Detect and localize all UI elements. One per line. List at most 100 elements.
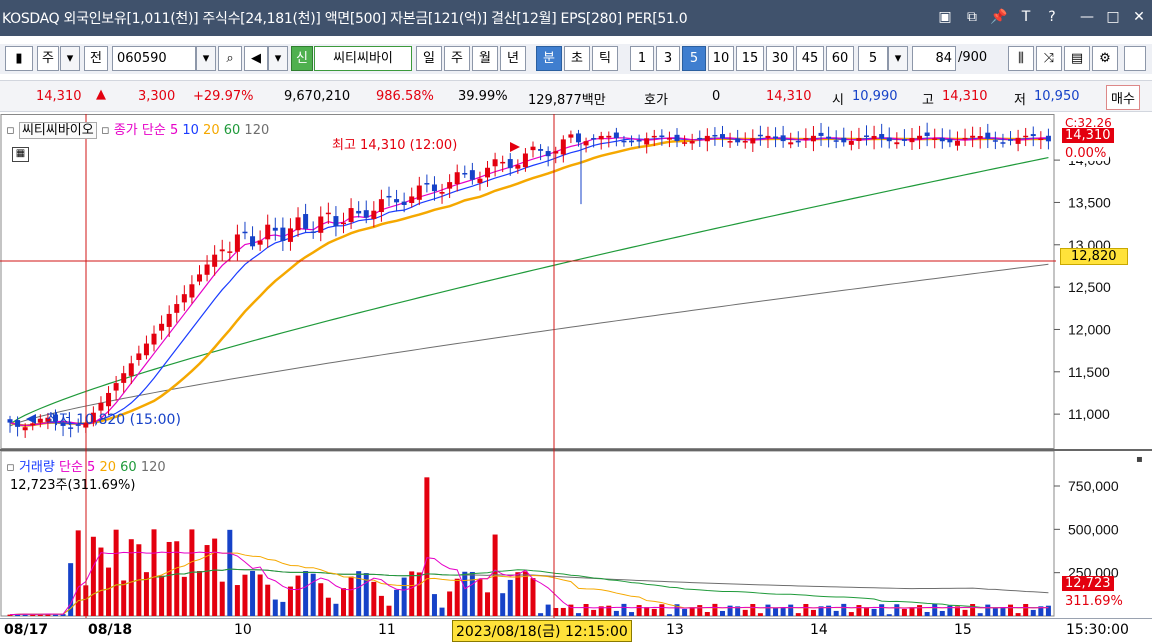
font-icon[interactable]: T: [1021, 9, 1031, 25]
candle-body: [454, 172, 460, 185]
volume-legend: ▫ 거래량 단순 5 20 60 120: [6, 456, 166, 475]
candle-body: [750, 138, 756, 144]
volume-bar: [143, 572, 149, 616]
table-icon[interactable]: ▦: [12, 147, 29, 162]
interval-input[interactable]: 5: [858, 46, 888, 71]
interval-10[interactable]: 10: [708, 46, 734, 71]
window-restore-icon[interactable]: ⧉: [967, 9, 977, 25]
count-input[interactable]: 84: [912, 46, 956, 71]
open-label: 시: [832, 93, 844, 108]
volume-bar: [37, 614, 43, 616]
volume-bar: [121, 580, 127, 616]
volume-bar: [196, 571, 202, 616]
candle-body: [894, 142, 900, 145]
candle-body: [75, 424, 81, 426]
candle-body: [1045, 135, 1051, 142]
interval-15[interactable]: 15: [736, 46, 764, 71]
period-week[interactable]: 주: [444, 46, 470, 71]
volume-bar: [287, 586, 293, 616]
help-icon[interactable]: ?: [1048, 9, 1056, 25]
candle-body: [121, 373, 127, 383]
interval-30[interactable]: 30: [766, 46, 794, 71]
period-month[interactable]: 월: [472, 46, 498, 71]
candle-body: [462, 173, 468, 175]
candle-body: [1000, 142, 1006, 144]
candle-body: [219, 249, 225, 252]
code-mode[interactable]: 주: [37, 46, 59, 71]
layout-icon[interactable]: ▣: [938, 9, 952, 25]
volume-bar: [454, 578, 460, 616]
candle-body: [1030, 134, 1036, 137]
price-volume-chart[interactable]: 11,00011,50012,00012,50013,00013,50014,0…: [0, 114, 1152, 618]
stock-code-dropdown-icon[interactable]: ▾: [196, 46, 216, 71]
interval-1[interactable]: 1: [630, 46, 654, 71]
prev-stock-icon[interactable]: ◀: [244, 46, 268, 71]
candle-body: [22, 427, 28, 431]
date-label: 13: [666, 622, 684, 638]
volume-bar: [333, 603, 339, 616]
volume-bar: [1008, 604, 1014, 616]
volume-bar: [629, 612, 635, 616]
legend-square-icon: ▫: [100, 123, 110, 138]
buy-button[interactable]: 매수: [1106, 85, 1140, 110]
interval-dropdown-icon[interactable]: ▾: [888, 46, 908, 71]
volume-bar: [462, 571, 468, 616]
period-day[interactable]: 일: [416, 46, 442, 71]
pin-icon[interactable]: 📌: [990, 9, 1008, 25]
volume-bar: [401, 577, 407, 616]
candle-body: [469, 170, 475, 180]
candle-body: [1038, 138, 1044, 141]
volume-bar: [386, 605, 392, 616]
candle-body: [795, 140, 801, 143]
maximize-icon[interactable]: □: [1106, 9, 1120, 25]
settings-gear-icon[interactable]: ⚙: [1092, 46, 1118, 71]
candle-style-icon[interactable]: ⫼: [1008, 46, 1034, 71]
interval-45[interactable]: 45: [796, 46, 824, 71]
volume-bar: [1015, 613, 1021, 616]
candle-body: [553, 151, 559, 154]
candle-body: [1015, 137, 1021, 144]
panel-close-icon[interactable]: ▪: [1136, 454, 1143, 465]
current-volume-tag: 12,723: [1062, 576, 1114, 591]
volume-bar: [970, 604, 976, 616]
candle-body: [545, 151, 551, 157]
period-tick[interactable]: 틱: [592, 46, 618, 71]
interval-3[interactable]: 3: [656, 46, 680, 71]
legend-square-icon: ▫: [6, 123, 15, 138]
code-mode-dropdown-icon[interactable]: ▾: [60, 46, 80, 71]
candle-body: [530, 146, 536, 151]
candle-body: [166, 313, 172, 327]
close-icon[interactable]: ✕: [1133, 9, 1145, 25]
candle-body: [765, 135, 771, 138]
stock-label[interactable]: 씨티씨바이오: [18, 122, 97, 139]
prev-stock-dropdown-icon[interactable]: ▾: [268, 46, 288, 71]
candle-body: [682, 142, 688, 144]
candle-body: [98, 402, 104, 411]
candle-body: [106, 392, 112, 407]
candle-body: [985, 132, 991, 139]
volume-bar: [583, 603, 589, 616]
period-second[interactable]: 초: [564, 46, 590, 71]
candle-body: [886, 137, 892, 142]
search-icon[interactable]: ⌕: [218, 46, 242, 71]
stock-code-input[interactable]: 060590: [112, 46, 196, 71]
volume-bar: [280, 601, 286, 616]
period-minute[interactable]: 분: [536, 46, 562, 71]
candle-body: [15, 420, 21, 427]
volume-bar: [272, 599, 278, 616]
volume-bar: [212, 538, 218, 616]
candle-body: [651, 135, 657, 138]
scope-button[interactable]: 전: [84, 46, 108, 71]
period-year[interactable]: 년: [500, 46, 526, 71]
save-icon[interactable]: ▤: [1064, 46, 1090, 71]
candle-body: [431, 184, 437, 192]
option-checkbox[interactable]: [1124, 46, 1146, 71]
chart-area[interactable]: 11,00011,50012,00012,50013,00013,50014,0…: [0, 114, 1152, 618]
interval-60[interactable]: 60: [826, 46, 854, 71]
interval-5[interactable]: 5: [682, 46, 706, 71]
minimize-icon[interactable]: —: [1080, 9, 1094, 25]
panel-toggle-icon[interactable]: ▮: [5, 46, 33, 71]
candle-body: [621, 140, 627, 143]
volume-bar: [394, 589, 400, 616]
indicator-icon[interactable]: ⤨: [1036, 46, 1062, 71]
